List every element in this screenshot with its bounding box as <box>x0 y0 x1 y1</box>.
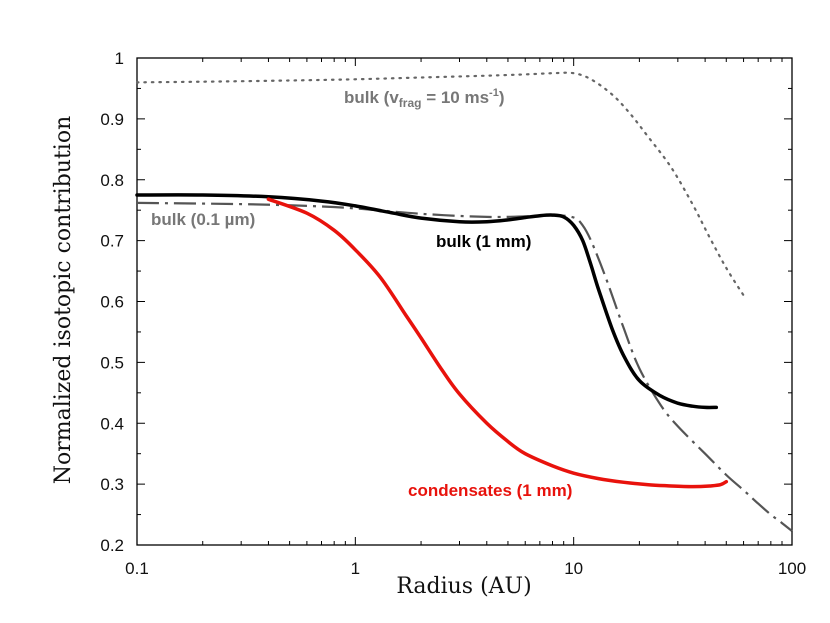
x-tick-label: 1 <box>351 559 360 578</box>
x-tick-label: 10 <box>564 559 583 578</box>
y-tick-label: 0.6 <box>100 293 124 312</box>
y-tick-label: 0.5 <box>100 353 124 372</box>
y-tick-label: 0.7 <box>100 232 124 251</box>
plot-frame <box>136 57 793 546</box>
ticks <box>136 57 792 546</box>
y-tick-label: 0.8 <box>100 171 124 190</box>
annotation-bulk-1mm: bulk (1 mm) <box>436 232 531 251</box>
x-axis-label: Radius (AU) <box>396 574 531 599</box>
x-tick-label: 100 <box>778 559 806 578</box>
y-axis-label: Normalized isotopic contribution <box>51 116 76 485</box>
tick-labels: 0.1 1 10 100 0.2 0.3 0.4 0.5 0.6 0.7 0.8 0.9 1 <box>100 49 806 578</box>
series-line <box>135 193 719 410</box>
x-tick-label: 0.1 <box>125 559 149 578</box>
y-tick-label: 0.4 <box>100 414 124 433</box>
series <box>135 71 793 532</box>
y-tick-label: 1 <box>115 49 124 68</box>
y-tick-label: 0.3 <box>100 475 124 494</box>
annotation-condensates: condensates (1 mm) <box>408 481 572 500</box>
y-tick-label: 0.2 <box>100 536 124 555</box>
annotation-bulk-vfrag: bulk (vfrag = 10 ms-1) <box>344 87 505 110</box>
y-tick-label: 0.9 <box>100 110 124 129</box>
series-line <box>266 197 729 489</box>
annotation-bulk-01um: bulk (0.1 µm) <box>151 210 255 229</box>
